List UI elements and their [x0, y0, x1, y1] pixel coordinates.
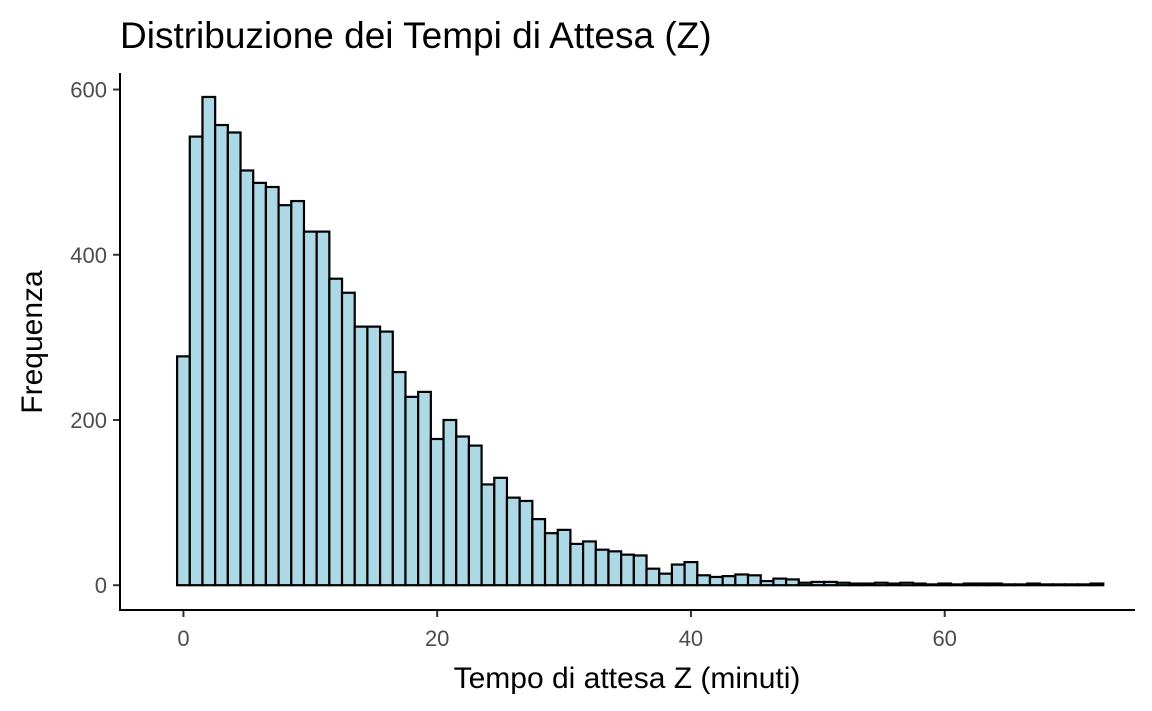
- histogram-bar: [531, 518, 547, 587]
- histogram-bar: [1089, 582, 1105, 587]
- histogram-bar: [391, 370, 407, 587]
- histogram-bar: [239, 169, 255, 587]
- histogram-bar: [721, 575, 737, 587]
- bars-group: [175, 95, 1105, 587]
- histogram-bar: [658, 572, 674, 587]
- histogram-bar: [1026, 582, 1041, 587]
- histogram-bar: [937, 582, 953, 587]
- histogram-bar: [429, 437, 445, 587]
- histogram-bar: [417, 390, 432, 587]
- histogram-bar: [455, 435, 471, 587]
- x-axis-title: Tempo di attesa Z (minuti): [454, 662, 801, 695]
- x-tick-label: 60: [932, 626, 956, 651]
- histogram-bar: [290, 199, 306, 587]
- histogram-bar: [620, 553, 635, 587]
- chart-title: Distribuzione dei Tempi di Attesa (Z): [120, 15, 712, 56]
- histogram-bar: [175, 355, 191, 587]
- histogram-bar: [264, 185, 280, 587]
- histogram-bar: [873, 581, 889, 587]
- histogram-bar: [683, 560, 699, 587]
- histogram-bar: [581, 540, 597, 587]
- histogram-bar: [987, 582, 1003, 587]
- histogram-bar: [353, 325, 369, 587]
- histogram-bar: [848, 582, 864, 587]
- histogram-bar: [708, 575, 724, 587]
- histogram-bar: [328, 277, 344, 587]
- histogram-bar: [797, 581, 813, 587]
- histogram-bar: [759, 579, 775, 587]
- histogram-bar: [252, 181, 268, 587]
- histogram-bar: [886, 582, 902, 587]
- histogram-bar: [556, 528, 572, 587]
- histogram-bar: [670, 563, 686, 587]
- y-tick-label: 600: [70, 78, 107, 103]
- histogram-bar: [404, 395, 420, 587]
- y-axis-title: Frequenza: [16, 270, 49, 414]
- histogram-bar: [962, 582, 978, 587]
- histogram-bar: [1038, 583, 1054, 587]
- histogram-bar: [810, 580, 826, 587]
- histogram-bar: [607, 550, 623, 587]
- histogram-bar: [480, 483, 496, 587]
- histogram-bar: [214, 123, 229, 587]
- y-tick-label: 0: [95, 573, 107, 598]
- y-tick-label: 400: [70, 243, 107, 268]
- histogram-bar: [315, 230, 331, 587]
- histogram-bar: [378, 330, 394, 587]
- histogram-bar: [949, 583, 965, 587]
- x-tick-label: 40: [679, 626, 703, 651]
- histogram-bar: [746, 574, 762, 587]
- histogram-bar: [493, 476, 509, 587]
- histogram-bar: [1013, 583, 1029, 587]
- histogram-bar: [518, 499, 534, 587]
- histogram-bar: [467, 444, 483, 587]
- histogram-bar: [188, 135, 204, 587]
- histogram-bar: [226, 131, 242, 587]
- histogram-bar: [645, 567, 661, 587]
- histogram-bar: [734, 573, 750, 587]
- histogram-bar: [277, 204, 293, 587]
- x-axis-ticks: 0 20 40 60: [177, 610, 957, 651]
- histogram-bar: [823, 580, 838, 587]
- histogram-bar: [302, 230, 318, 587]
- histogram-bar: [911, 582, 927, 587]
- histogram-bar: [784, 578, 800, 587]
- histogram-bar: [442, 418, 458, 587]
- histogram-bar: [1064, 583, 1080, 587]
- histogram-bar: [1076, 583, 1092, 587]
- histogram-bar: [924, 583, 940, 587]
- histogram-bar: [340, 291, 356, 587]
- histogram-bar: [505, 496, 521, 587]
- histogram-bar: [543, 532, 559, 587]
- y-tick-label: 200: [70, 408, 107, 433]
- histogram-bar: [594, 548, 610, 587]
- histogram-bar: [569, 542, 585, 587]
- histogram-bar: [1051, 583, 1067, 587]
- histogram-bar: [975, 582, 991, 587]
- histogram-bar: [201, 95, 217, 587]
- histogram-bar: [1000, 583, 1016, 587]
- histogram-bar: [835, 581, 851, 587]
- y-axis-ticks: 0 200 400 600: [70, 78, 120, 598]
- histogram-bar: [632, 554, 648, 587]
- histogram-bar: [366, 325, 382, 587]
- x-tick-label: 0: [177, 626, 189, 651]
- x-tick-label: 20: [425, 626, 449, 651]
- histogram-bar: [696, 574, 712, 587]
- histogram-bar: [861, 582, 877, 587]
- histogram-bar: [772, 577, 788, 587]
- histogram-bar: [899, 581, 915, 587]
